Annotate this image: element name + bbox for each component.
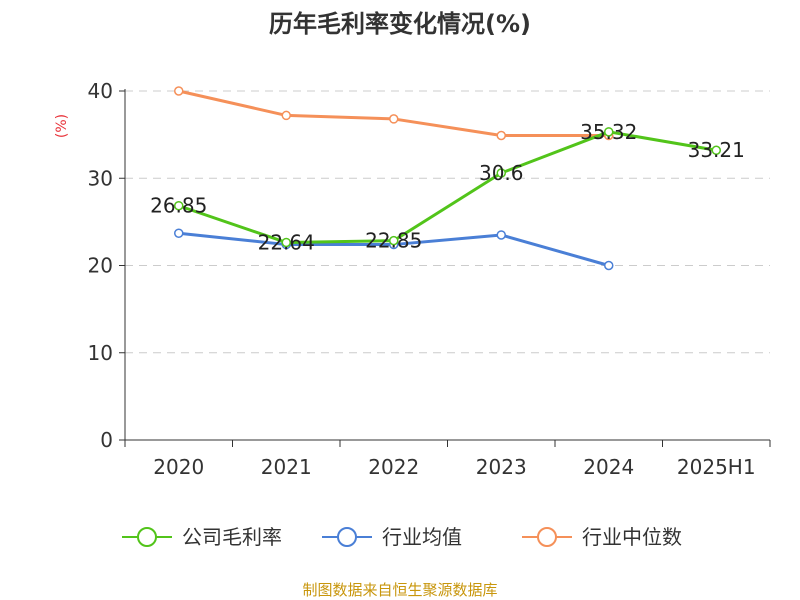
chart-title: 历年毛利率变化情况(%) — [269, 10, 531, 38]
data-point[interactable] — [496, 230, 506, 240]
data-point[interactable] — [496, 130, 506, 141]
data-point[interactable] — [281, 110, 291, 121]
x-tick-label: 2022 — [368, 455, 419, 479]
data-label: 35.32 — [580, 120, 637, 144]
series-0 — [174, 127, 721, 248]
series-line — [177, 89, 611, 137]
legend-marker — [137, 527, 157, 547]
data-point[interactable] — [174, 228, 184, 238]
data-label: 33.21 — [688, 138, 745, 162]
data-point[interactable] — [389, 114, 399, 124]
y-tick-label: 0 — [100, 428, 113, 452]
y-tick-label: 10 — [88, 341, 113, 365]
data-labels: 26.85 22.64 22.85 30.6 35.32 33.21 — [150, 120, 745, 255]
legend-item-0[interactable]: 公司毛利率 — [122, 525, 282, 549]
legend-label: 行业均值 — [382, 525, 462, 549]
data-label: 30.6 — [479, 161, 524, 185]
x-tick-label: 2023 — [476, 455, 527, 479]
y-axis-label: (%) — [54, 114, 70, 138]
legend-item-1[interactable]: 行业均值 — [322, 525, 462, 549]
x-tick-label: 2021 — [261, 455, 312, 479]
legend[interactable]: 公司毛利率 行业均值 行业中位数 — [122, 525, 682, 549]
grid-lines — [125, 90, 770, 354]
y-tick-label: 30 — [88, 166, 113, 190]
y-tick-label: 20 — [88, 254, 113, 278]
data-point[interactable] — [174, 200, 184, 211]
legend-label: 公司毛利率 — [182, 525, 282, 549]
x-tick-label: 2020 — [153, 455, 204, 479]
data-label: 22.64 — [258, 230, 315, 254]
x-tick-label: 2025H1 — [677, 455, 756, 479]
data-point[interactable] — [496, 168, 506, 178]
series-2 — [174, 86, 614, 141]
data-label: 22.85 — [365, 229, 422, 253]
data-point[interactable] — [604, 127, 614, 137]
source-note: 制图数据来自恒生聚源数据库 — [302, 581, 497, 599]
legend-marker — [337, 527, 357, 547]
legend-item-2[interactable]: 行业中位数 — [522, 525, 682, 549]
axes: 0 10 20 30 40 2020 2021 2022 2023 2024 2025H1 — [88, 79, 771, 479]
x-tick-label: 2024 — [583, 455, 634, 479]
series-layer — [174, 86, 721, 271]
y-tick-label: 40 — [88, 79, 113, 103]
data-point[interactable] — [174, 86, 184, 96]
data-point[interactable] — [281, 237, 291, 248]
data-point[interactable] — [604, 260, 614, 271]
legend-marker — [537, 527, 557, 547]
series-line — [177, 130, 718, 244]
data-point[interactable] — [389, 235, 399, 246]
data-point[interactable] — [711, 145, 721, 155]
data-label: 26.85 — [150, 194, 207, 218]
legend-label: 行业中位数 — [582, 525, 682, 549]
